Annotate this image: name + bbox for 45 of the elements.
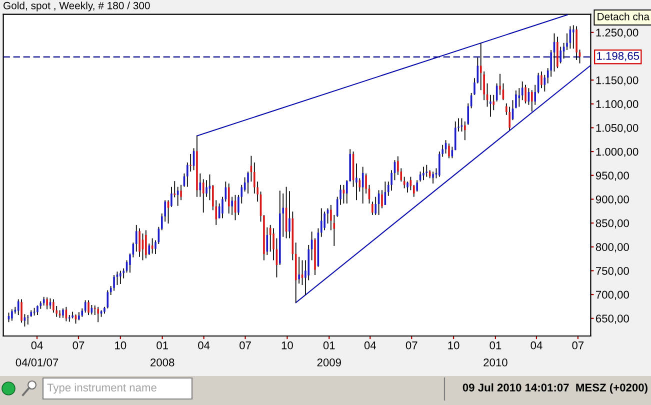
y-tick-label: 750,00 [596, 266, 629, 276]
candlestick [499, 74, 501, 95]
y-tick-label: 1.050,00 [596, 124, 638, 134]
text: Detach cha [598, 12, 650, 20]
x2-tick-label: 2009 [317, 358, 341, 366]
candlestick [298, 256, 300, 284]
y-tick-label: 650,00 [596, 314, 629, 324]
y-tick-label: 1.000,00 [596, 148, 638, 158]
x-tick-label: 07 [406, 341, 418, 350]
y-tick-label: 800,00 [596, 243, 629, 252]
y-tick-label: 1.150,00 [596, 76, 638, 86]
x-tick-label: 10 [448, 341, 460, 350]
x-tick-label: 07 [572, 341, 584, 350]
x-tick-label: 01 [156, 341, 168, 350]
text: Type instrument name [47, 383, 156, 394]
candlestick [426, 164, 428, 177]
candlestick [490, 94, 492, 117]
x2-tick-label: 2010 [484, 358, 508, 366]
y-tick-label: 700,00 [596, 290, 629, 300]
y-tick-label: 1.250,00 [596, 28, 638, 38]
y-tick-label: 850,00 [596, 219, 629, 228]
candlestick [68, 315, 70, 322]
x-tick-label: 01 [490, 341, 502, 350]
x-tick-label: 04 [364, 341, 376, 350]
x-tick-label: 10 [282, 341, 293, 350]
x-tick-label: 07 [72, 341, 84, 350]
candlestick [174, 181, 176, 198]
x-tick-label: 01 [323, 341, 335, 350]
x-tick-label: 04 [198, 341, 210, 350]
candlestick [356, 163, 358, 200]
y-tick-label: 950,00 [596, 172, 629, 181]
x-tick-label: 04 [530, 341, 542, 350]
y-tick-label: 1.100,00 [596, 100, 638, 110]
chart-title: Gold, spot , Weekly, # 180 / 300 [4, 2, 150, 12]
x2-tick-label: 2008 [150, 358, 174, 366]
x-tick-label: 10 [115, 341, 126, 350]
ref-line-label: 1.198,65 [597, 52, 640, 62]
x-tick-label: 07 [240, 341, 251, 350]
candlestick [190, 154, 192, 172]
text: 09 Jul 2010 14:01:07 MESZ (+0200) [462, 383, 648, 394]
y-tick-label: 900,00 [596, 195, 629, 205]
candlestick [572, 25, 574, 49]
x2-tick-label: 04/01/07 [16, 358, 58, 366]
x-tick-label: 04 [31, 341, 43, 350]
candlestick [27, 315, 29, 325]
